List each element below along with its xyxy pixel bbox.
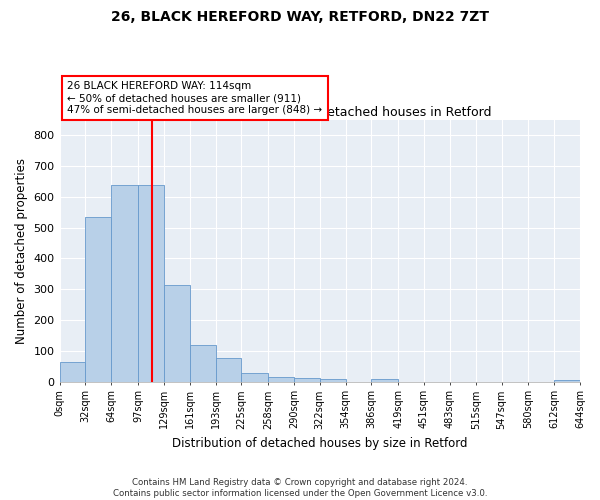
Text: Contains HM Land Registry data © Crown copyright and database right 2024.
Contai: Contains HM Land Registry data © Crown c…	[113, 478, 487, 498]
Bar	[371, 379, 398, 382]
Bar	[241, 373, 268, 382]
Bar	[215, 358, 241, 382]
Title: Size of property relative to detached houses in Retford: Size of property relative to detached ho…	[148, 106, 491, 118]
Text: 26 BLACK HEREFORD WAY: 114sqm
← 50% of detached houses are smaller (911)
47% of : 26 BLACK HEREFORD WAY: 114sqm ← 50% of d…	[67, 82, 322, 114]
Bar	[190, 344, 215, 382]
Bar	[138, 184, 164, 382]
Bar	[164, 284, 190, 382]
Bar	[111, 184, 138, 382]
Text: 26, BLACK HEREFORD WAY, RETFORD, DN22 7ZT: 26, BLACK HEREFORD WAY, RETFORD, DN22 7Z…	[111, 10, 489, 24]
Bar	[268, 377, 294, 382]
Bar	[554, 380, 580, 382]
Y-axis label: Number of detached properties: Number of detached properties	[15, 158, 28, 344]
X-axis label: Distribution of detached houses by size in Retford: Distribution of detached houses by size …	[172, 437, 467, 450]
Bar	[320, 379, 346, 382]
Bar	[85, 217, 111, 382]
Bar	[59, 362, 85, 382]
Bar	[294, 378, 320, 382]
